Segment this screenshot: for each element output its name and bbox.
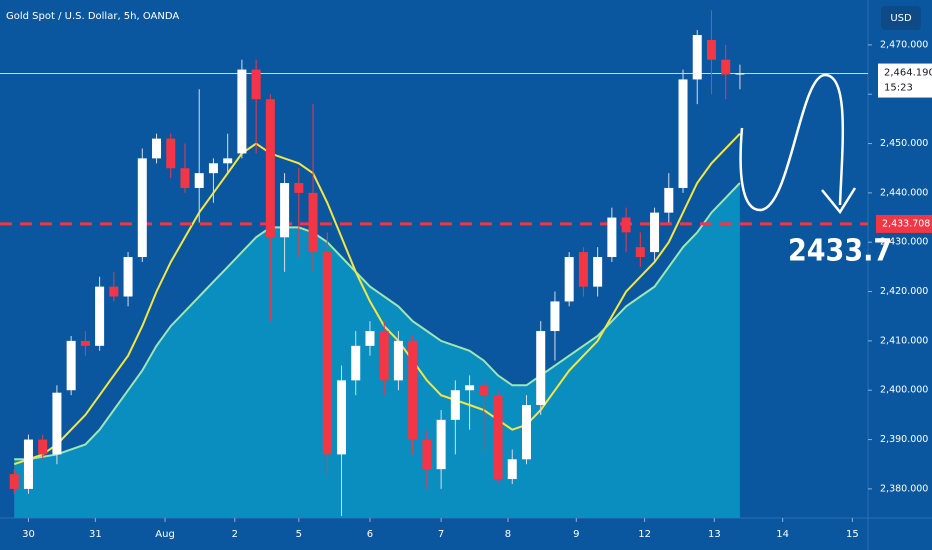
y-tick-label: 2,430.000 xyxy=(880,237,928,248)
candle-body xyxy=(365,331,375,346)
y-tick-label: 2,380.000 xyxy=(880,483,928,494)
x-tick-label: 2 xyxy=(232,529,238,540)
candle-body xyxy=(422,439,432,470)
candle-body xyxy=(493,395,503,480)
chart-title: Gold Spot / U.S. Dollar, 5h, OANDA xyxy=(6,11,179,22)
x-tick-label: 12 xyxy=(638,529,651,540)
y-tick-label: 2,400.000 xyxy=(880,385,928,396)
candle-body xyxy=(436,419,446,470)
candle-body xyxy=(564,257,574,302)
candle-body xyxy=(265,99,275,238)
candle-body xyxy=(237,69,247,154)
currency-label: USD xyxy=(890,13,912,24)
x-tick-label: Aug xyxy=(155,529,175,540)
candle-body xyxy=(52,392,62,455)
area-line xyxy=(14,182,741,461)
y-tick-label: 2,420.000 xyxy=(880,286,928,297)
y-tick-label: 2,440.000 xyxy=(880,187,928,198)
candle-body xyxy=(393,340,403,381)
y-tick-label: 2,470.000 xyxy=(880,39,928,50)
x-tick-label: 30 xyxy=(22,529,35,540)
candle-body xyxy=(308,192,318,253)
candle-body xyxy=(635,247,645,258)
candle-body xyxy=(450,390,460,420)
price-label: 2,433.708 xyxy=(882,218,930,229)
candle-body xyxy=(208,163,218,174)
candle-body xyxy=(664,187,674,213)
y-tick-label: 2,410.000 xyxy=(880,335,928,346)
candle-body xyxy=(351,345,361,381)
candle-body xyxy=(194,173,204,188)
candle-body xyxy=(166,138,176,169)
candle-body xyxy=(322,252,332,455)
candle-body xyxy=(550,301,560,332)
x-tick-label: 31 xyxy=(89,529,102,540)
candle-body xyxy=(735,73,745,75)
candle-body xyxy=(692,35,702,80)
price-label: 2,464.190 xyxy=(884,68,932,79)
candle-body xyxy=(223,158,233,164)
candle-body xyxy=(337,380,347,455)
candle-body xyxy=(678,79,688,188)
candle-body xyxy=(593,257,603,287)
candle-body xyxy=(521,405,531,460)
candle-body xyxy=(650,212,660,253)
countdown-label: 15:23 xyxy=(884,83,913,94)
candle-body xyxy=(706,39,716,60)
candle-body xyxy=(38,439,48,455)
price-label-box xyxy=(878,63,932,98)
x-tick-label: 7 xyxy=(438,529,444,540)
candle-body xyxy=(280,183,290,238)
candle-body xyxy=(80,340,90,346)
x-tick-label: 13 xyxy=(708,529,721,540)
candle-body xyxy=(152,138,162,159)
candle-body xyxy=(66,340,76,391)
candle-body xyxy=(9,474,19,489)
candle-body xyxy=(23,439,33,489)
candle-body xyxy=(294,183,304,193)
candle-body xyxy=(536,331,546,406)
x-tick-label: 5 xyxy=(296,529,302,540)
x-tick-label: 15 xyxy=(846,529,859,540)
x-tick-label: 14 xyxy=(776,529,789,540)
x-tick-label: 8 xyxy=(505,529,511,540)
x-tick-label: 9 xyxy=(573,529,579,540)
candle-body xyxy=(507,459,517,480)
arrow-head xyxy=(821,187,857,215)
candle-body xyxy=(621,217,631,233)
candle-body xyxy=(180,168,190,188)
x-tick-label: 6 xyxy=(367,529,373,540)
target-annotation: 2433.7 xyxy=(788,233,892,268)
forecast-arrow xyxy=(739,73,845,212)
candle-body xyxy=(408,340,418,440)
candle-body xyxy=(379,331,389,381)
candle-body xyxy=(251,69,261,100)
candle-body xyxy=(109,286,119,297)
y-tick-label: 2,390.000 xyxy=(880,434,928,445)
currency-button[interactable] xyxy=(881,6,921,30)
candle-body xyxy=(95,286,105,346)
candle-body xyxy=(123,257,133,297)
ma-line xyxy=(13,133,741,466)
candle-body xyxy=(465,385,475,391)
candle-body xyxy=(721,59,731,75)
y-tick-label: 2,450.000 xyxy=(880,138,928,149)
candle-body xyxy=(578,252,588,287)
candle-body xyxy=(137,158,147,258)
price-label-box xyxy=(876,214,932,233)
candle-body xyxy=(479,385,489,396)
area-fill xyxy=(14,183,740,518)
candle-body xyxy=(607,217,617,258)
